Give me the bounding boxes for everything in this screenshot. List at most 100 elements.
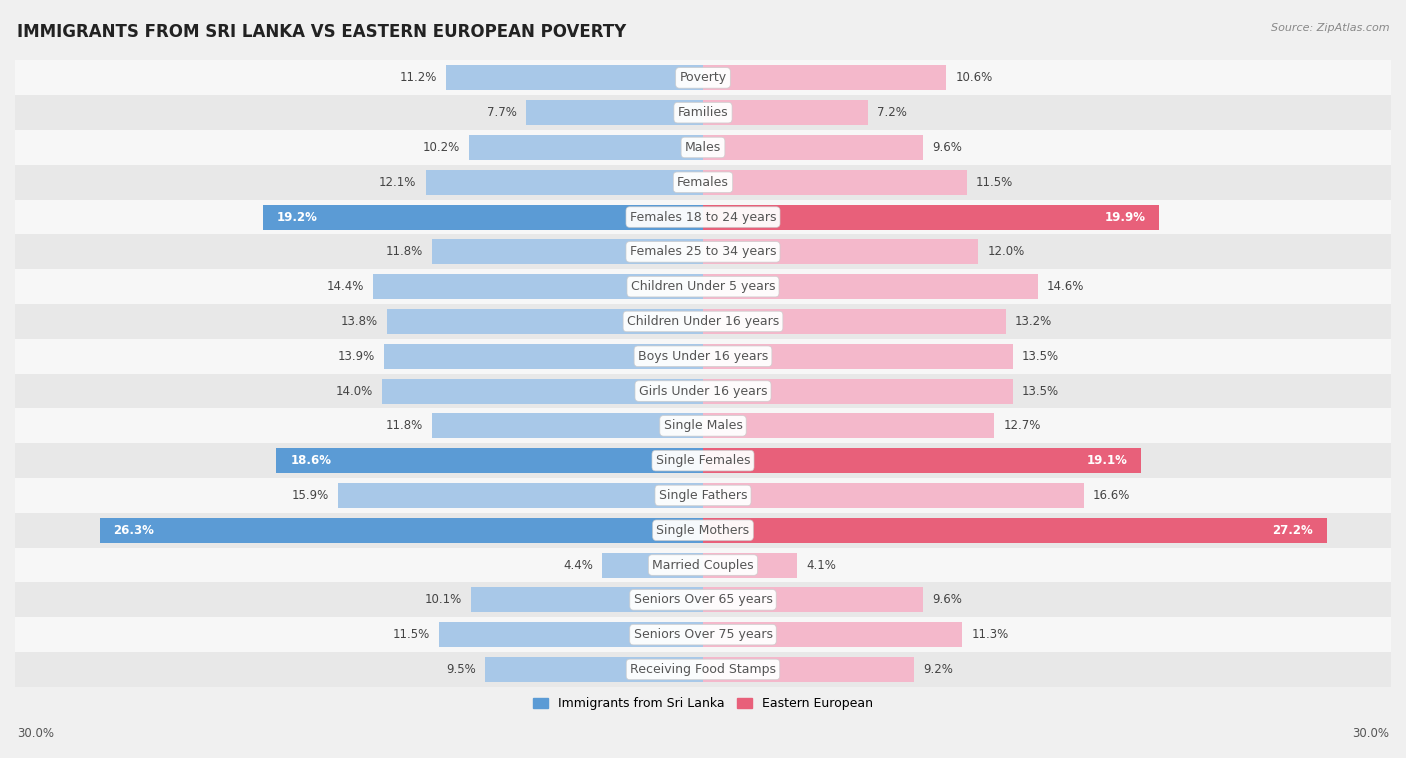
Bar: [15, 478, 1391, 513]
Bar: [15, 443, 1391, 478]
Bar: [15, 96, 1391, 130]
Bar: [15, 652, 1391, 687]
Text: Families: Families: [678, 106, 728, 119]
Bar: [703, 657, 914, 682]
Text: Single Females: Single Females: [655, 454, 751, 467]
Bar: [15, 409, 1391, 443]
Text: 12.7%: 12.7%: [1004, 419, 1040, 432]
Text: Boys Under 16 years: Boys Under 16 years: [638, 349, 768, 363]
Text: 13.2%: 13.2%: [1015, 315, 1052, 328]
Text: 11.8%: 11.8%: [387, 419, 423, 432]
Text: 10.2%: 10.2%: [423, 141, 460, 154]
Text: 11.8%: 11.8%: [387, 246, 423, 258]
Legend: Immigrants from Sri Lanka, Eastern European: Immigrants from Sri Lanka, Eastern Europ…: [527, 692, 879, 715]
Bar: [703, 309, 1005, 334]
Text: Seniors Over 75 years: Seniors Over 75 years: [634, 628, 772, 641]
Bar: [100, 518, 703, 543]
Bar: [15, 339, 1391, 374]
Bar: [485, 657, 703, 682]
Text: 27.2%: 27.2%: [1272, 524, 1313, 537]
Bar: [703, 65, 946, 90]
Bar: [471, 587, 703, 612]
Bar: [703, 378, 1012, 403]
Text: 9.6%: 9.6%: [932, 594, 962, 606]
Bar: [382, 378, 703, 403]
Text: 13.5%: 13.5%: [1022, 349, 1059, 363]
Bar: [446, 65, 703, 90]
Text: Single Fathers: Single Fathers: [659, 489, 747, 502]
Text: Females 25 to 34 years: Females 25 to 34 years: [630, 246, 776, 258]
Bar: [433, 240, 703, 265]
Text: 19.9%: 19.9%: [1105, 211, 1146, 224]
Bar: [703, 553, 797, 578]
Text: Source: ZipAtlas.com: Source: ZipAtlas.com: [1271, 23, 1389, 33]
Bar: [15, 374, 1391, 409]
Bar: [15, 547, 1391, 582]
Text: 7.7%: 7.7%: [488, 106, 517, 119]
Bar: [439, 622, 703, 647]
Bar: [703, 170, 967, 195]
Bar: [277, 448, 703, 473]
Bar: [703, 413, 994, 438]
Text: 11.3%: 11.3%: [972, 628, 1008, 641]
Bar: [602, 553, 703, 578]
Text: Seniors Over 65 years: Seniors Over 65 years: [634, 594, 772, 606]
Text: 19.2%: 19.2%: [277, 211, 318, 224]
Bar: [703, 622, 962, 647]
Text: 16.6%: 16.6%: [1092, 489, 1130, 502]
Text: 13.5%: 13.5%: [1022, 384, 1059, 397]
Bar: [339, 483, 703, 508]
Text: 14.0%: 14.0%: [336, 384, 373, 397]
Bar: [15, 199, 1391, 234]
Text: 12.1%: 12.1%: [380, 176, 416, 189]
Bar: [703, 274, 1038, 299]
Bar: [703, 483, 1084, 508]
Text: 30.0%: 30.0%: [17, 727, 53, 741]
Bar: [263, 205, 703, 230]
Bar: [15, 582, 1391, 617]
Text: Males: Males: [685, 141, 721, 154]
Text: 9.5%: 9.5%: [446, 663, 477, 676]
Text: 7.2%: 7.2%: [877, 106, 907, 119]
Text: 9.6%: 9.6%: [932, 141, 962, 154]
Text: Poverty: Poverty: [679, 71, 727, 84]
Text: Children Under 5 years: Children Under 5 years: [631, 280, 775, 293]
Text: 14.6%: 14.6%: [1047, 280, 1084, 293]
Text: Children Under 16 years: Children Under 16 years: [627, 315, 779, 328]
Bar: [15, 304, 1391, 339]
Bar: [526, 100, 703, 125]
Bar: [15, 165, 1391, 199]
Text: 11.2%: 11.2%: [399, 71, 437, 84]
Text: Girls Under 16 years: Girls Under 16 years: [638, 384, 768, 397]
Bar: [703, 587, 924, 612]
Text: 11.5%: 11.5%: [392, 628, 430, 641]
Text: Single Males: Single Males: [664, 419, 742, 432]
Bar: [703, 135, 924, 160]
Bar: [15, 61, 1391, 96]
Bar: [470, 135, 703, 160]
Text: Married Couples: Married Couples: [652, 559, 754, 572]
Bar: [703, 343, 1012, 369]
Text: Females: Females: [678, 176, 728, 189]
Text: 10.1%: 10.1%: [425, 594, 463, 606]
Bar: [426, 170, 703, 195]
Text: 13.9%: 13.9%: [337, 349, 375, 363]
Bar: [703, 240, 979, 265]
Text: Single Mothers: Single Mothers: [657, 524, 749, 537]
Text: 18.6%: 18.6%: [290, 454, 332, 467]
Bar: [15, 269, 1391, 304]
Bar: [373, 274, 703, 299]
Text: 11.5%: 11.5%: [976, 176, 1014, 189]
Text: 12.0%: 12.0%: [987, 246, 1025, 258]
Bar: [703, 100, 868, 125]
Text: 19.1%: 19.1%: [1087, 454, 1128, 467]
Bar: [15, 234, 1391, 269]
Text: 30.0%: 30.0%: [1353, 727, 1389, 741]
Text: 4.4%: 4.4%: [562, 559, 593, 572]
Text: Females 18 to 24 years: Females 18 to 24 years: [630, 211, 776, 224]
Bar: [703, 205, 1160, 230]
Bar: [433, 413, 703, 438]
Text: 4.1%: 4.1%: [806, 559, 837, 572]
Text: 13.8%: 13.8%: [340, 315, 377, 328]
Bar: [15, 617, 1391, 652]
